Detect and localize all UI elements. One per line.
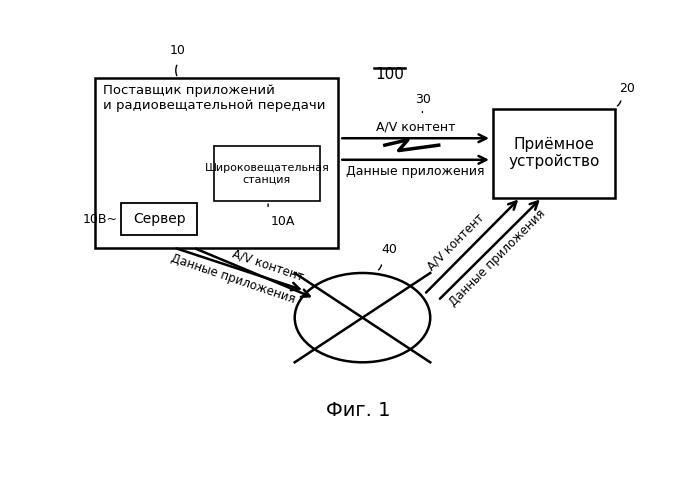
Text: 30: 30 [415, 93, 431, 106]
Text: Данные приложения: Данные приложения [346, 165, 485, 178]
Text: А/V контент: А/V контент [424, 211, 486, 273]
FancyBboxPatch shape [493, 109, 615, 197]
Text: Сервер: Сервер [133, 212, 185, 226]
Text: Данные приложения: Данные приложения [169, 251, 297, 305]
Text: Приёмное
устройство: Приёмное устройство [508, 137, 600, 169]
Text: Поставщик приложений
и радиовещательной передачи: Поставщик приложений и радиовещательной … [103, 84, 326, 112]
Text: А/V контент: А/V контент [376, 121, 455, 134]
FancyBboxPatch shape [95, 78, 338, 247]
Text: 40: 40 [382, 243, 398, 256]
Text: 10A: 10A [271, 215, 295, 228]
Text: Широковещательная
станция: Широковещательная станция [205, 163, 329, 185]
Text: 10B~: 10B~ [82, 213, 117, 225]
Text: 100: 100 [375, 67, 404, 82]
Text: 20: 20 [619, 82, 635, 95]
FancyBboxPatch shape [122, 203, 197, 235]
FancyBboxPatch shape [214, 146, 320, 201]
Text: Фиг. 1: Фиг. 1 [326, 401, 391, 420]
Text: 10: 10 [170, 44, 186, 56]
Text: Данные приложения: Данные приложения [447, 207, 548, 309]
Text: А/V контент: А/V контент [231, 247, 305, 283]
Ellipse shape [295, 273, 430, 362]
